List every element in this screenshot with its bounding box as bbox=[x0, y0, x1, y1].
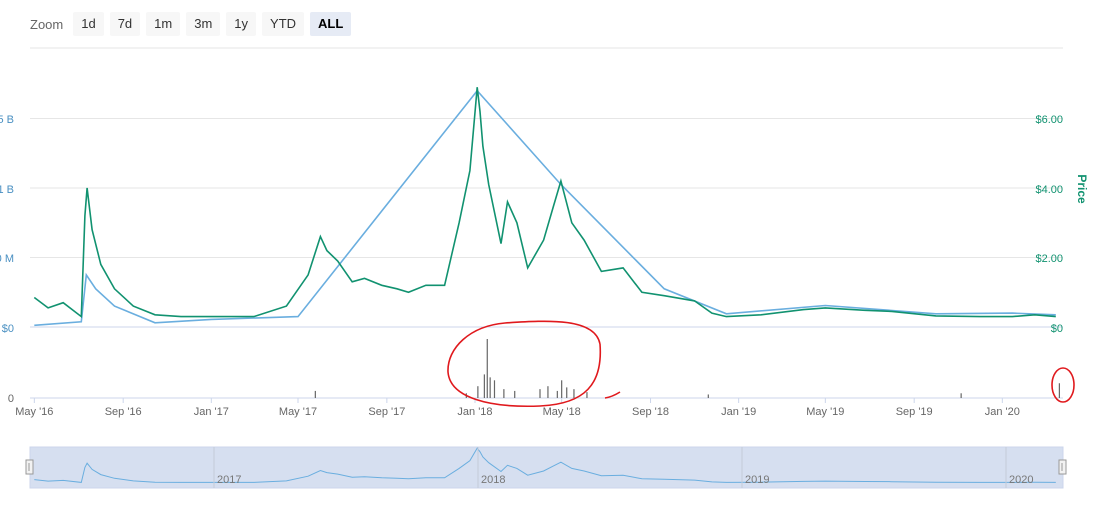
price-line bbox=[33, 87, 1056, 319]
annotation-tail bbox=[604, 391, 621, 399]
zoom-1d-button[interactable]: 1d bbox=[73, 12, 104, 36]
x-axis: May '16 Sep '16 Jan '17 May '17 Sep '17 Jan '… bbox=[15, 398, 1020, 418]
volume-bar bbox=[561, 380, 563, 398]
navigator-label: 2017 bbox=[217, 474, 241, 486]
x-tick-label: Jan '17 bbox=[194, 406, 229, 418]
volume-bars bbox=[314, 339, 1060, 398]
navigator-label: 2020 bbox=[1009, 474, 1033, 486]
zoom-1y-button[interactable]: 1y bbox=[226, 12, 257, 36]
volume-bar bbox=[707, 394, 709, 398]
right-tick-label: $0 bbox=[1051, 323, 1063, 335]
volume-bar bbox=[566, 387, 568, 398]
left-tick-label: 1 B bbox=[0, 184, 14, 196]
left-tick-label: $0 bbox=[2, 323, 14, 335]
right-axis: $0 $2.00 $4.00 $6.00 Price bbox=[1035, 114, 1089, 335]
x-tick-label: Jan '19 bbox=[721, 406, 756, 418]
left-axis: $0 0 M 1 B 5 B bbox=[0, 114, 14, 335]
x-tick-label: May '16 bbox=[15, 406, 53, 418]
navigator-series bbox=[34, 447, 1056, 483]
zoom-label: Zoom bbox=[30, 16, 64, 32]
x-tick-label: Jan '18 bbox=[457, 406, 492, 418]
x-tick-label: Sep '17 bbox=[368, 406, 405, 418]
volume-bar bbox=[483, 374, 485, 398]
volume-bar bbox=[489, 377, 491, 398]
x-tick-label: Sep '18 bbox=[632, 406, 669, 418]
x-tick-label: Sep '19 bbox=[896, 406, 933, 418]
zoom-1m-button[interactable]: 1m bbox=[146, 12, 181, 36]
right-tick-label: $6.00 bbox=[1035, 114, 1063, 126]
volume-bar bbox=[1058, 383, 1060, 398]
right-tick-label: $2.00 bbox=[1035, 253, 1063, 265]
navigator[interactable]: 2017 2018 2019 2020 bbox=[25, 446, 1067, 489]
x-tick-label: May '19 bbox=[806, 406, 844, 418]
zoom-all-button[interactable]: ALL bbox=[310, 12, 352, 36]
zoom-7d-button[interactable]: 7d bbox=[109, 12, 141, 36]
volume-bar bbox=[573, 389, 575, 398]
zoom-bar: Zoom 1d 7d 1m 3m 1y YTD ALL bbox=[30, 12, 352, 36]
x-tick-label: May '18 bbox=[543, 406, 581, 418]
zoom-ytd-button[interactable]: YTD bbox=[262, 12, 305, 36]
volume-bar bbox=[477, 386, 479, 398]
volume-bar bbox=[514, 390, 516, 398]
market-cap-line bbox=[34, 89, 1056, 327]
left-tick-label: 5 B bbox=[0, 114, 14, 126]
volume-bar bbox=[486, 339, 488, 398]
volume-bar bbox=[539, 389, 541, 398]
x-tick-label: Sep '16 bbox=[105, 406, 142, 418]
series-lines bbox=[33, 87, 1056, 327]
right-tick-label: $4.00 bbox=[1035, 184, 1063, 196]
volume-tick-label: 0 bbox=[8, 393, 14, 405]
volume-bar bbox=[314, 390, 316, 398]
annotation-circle bbox=[1051, 367, 1075, 403]
volume-bar bbox=[556, 390, 558, 398]
x-tick-label: Jan '20 bbox=[985, 406, 1020, 418]
annotation-circle bbox=[447, 320, 602, 408]
navigator-label: 2019 bbox=[745, 474, 769, 486]
navigator-label: 2018 bbox=[481, 474, 505, 486]
gridlines bbox=[30, 118, 1063, 328]
volume-bar bbox=[493, 380, 496, 398]
left-tick-label: 0 M bbox=[0, 253, 14, 265]
volume-bar bbox=[547, 386, 549, 398]
zoom-3m-button[interactable]: 3m bbox=[186, 12, 221, 36]
volume-bar bbox=[586, 392, 588, 398]
right-axis-title: Price bbox=[1075, 174, 1089, 204]
volume-bar bbox=[503, 389, 505, 398]
x-tick-label: May '17 bbox=[279, 406, 317, 418]
volume-bar bbox=[960, 393, 962, 398]
